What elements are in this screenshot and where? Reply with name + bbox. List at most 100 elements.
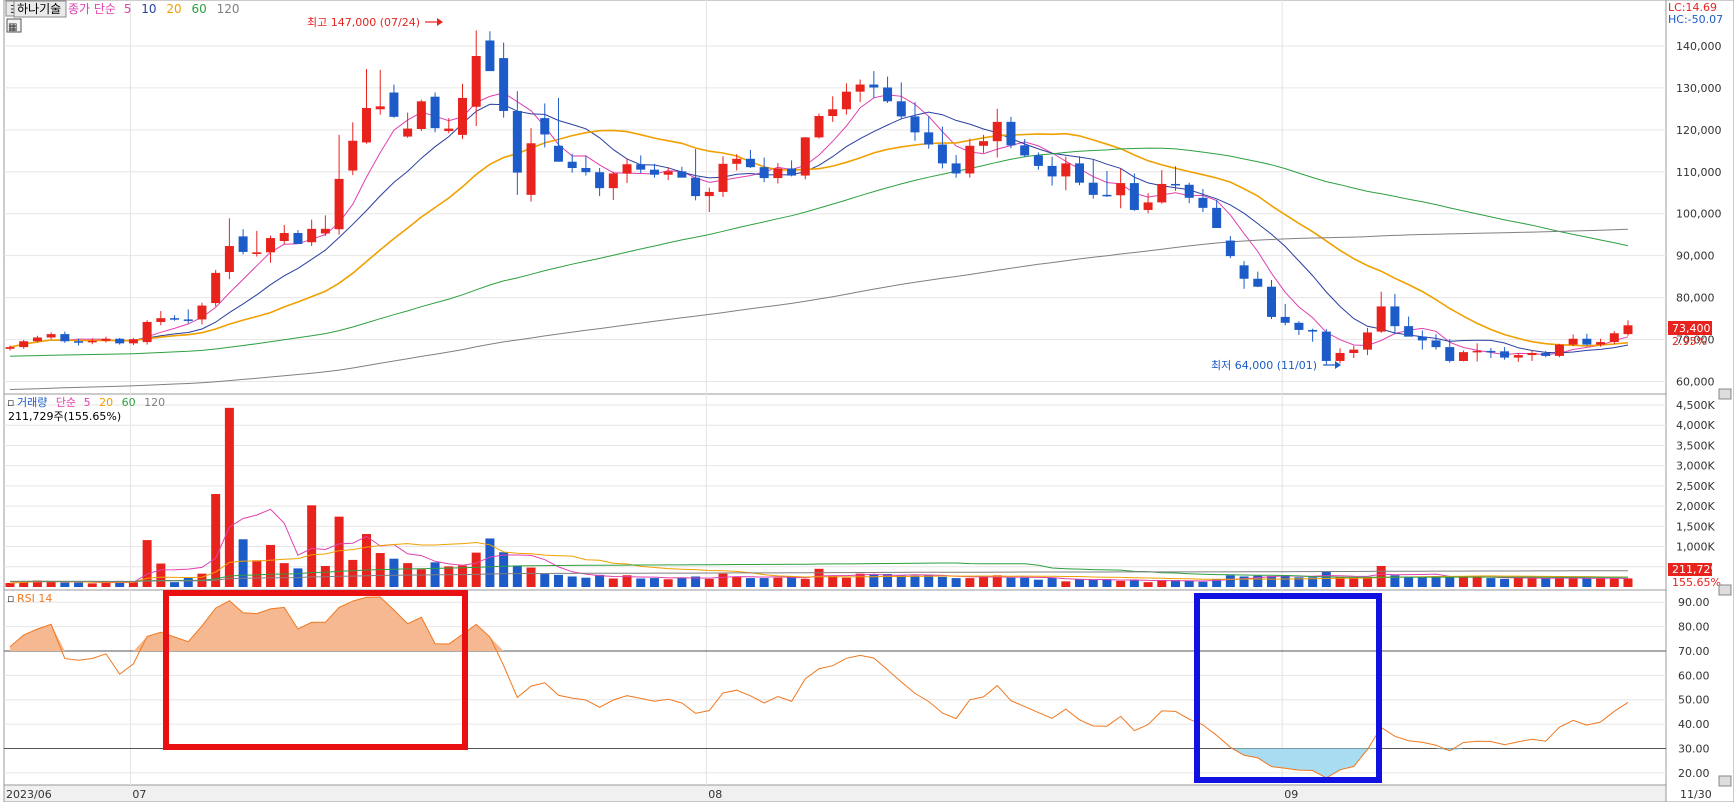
candle-body [156, 318, 166, 322]
candle-body [1458, 352, 1468, 361]
candle-body [1582, 338, 1592, 345]
price-panel [3, 0, 1667, 395]
volume-bar [19, 581, 29, 587]
volume-bar [183, 577, 193, 587]
high-annotation: 최고 147,000 (07/24) [307, 16, 420, 29]
volume-bar [759, 578, 769, 587]
candle-body [1472, 350, 1482, 353]
volume-panel [3, 393, 1667, 591]
candle-body [60, 334, 70, 342]
candle-body [540, 118, 550, 135]
annotation-arrows [425, 18, 1341, 369]
volume-bar [1568, 578, 1578, 587]
candle-body [1088, 182, 1098, 195]
volume-bar [828, 576, 838, 587]
candle-body [869, 84, 879, 88]
high-arrow-head [437, 18, 443, 26]
candle-body [745, 158, 755, 168]
price-tick-label: 140,000 [1676, 40, 1722, 53]
volume-bar [46, 581, 56, 587]
chart-tab-label: 하나기술 [17, 2, 61, 16]
volume-bar [773, 577, 783, 587]
volume-bar [389, 558, 399, 587]
volume-bar [540, 574, 550, 587]
last-volume-badge [1668, 563, 1712, 576]
candle-body [951, 163, 961, 174]
candle-body [1116, 183, 1126, 196]
candle-body [362, 108, 372, 143]
candle-body [1445, 347, 1455, 361]
volume-bar [1171, 580, 1181, 587]
candle-body [1500, 351, 1510, 358]
candle-body [1266, 286, 1276, 317]
candle-body [883, 87, 893, 102]
candle-body [965, 145, 975, 174]
candle-body [279, 233, 289, 241]
candle-body [732, 158, 742, 164]
volume-bar [74, 582, 84, 587]
price-tick-label: 80,000 [1676, 292, 1715, 305]
candle-body [937, 144, 947, 164]
volume-bar [1500, 578, 1510, 587]
month-label: 09 [1284, 788, 1298, 801]
bottom-resize-handle[interactable] [1718, 775, 1732, 787]
volume-bar [307, 505, 317, 587]
candle-body [718, 163, 728, 192]
volume-bar [924, 574, 934, 587]
volume-tick-label: 3,500K [1676, 439, 1715, 452]
volume-bar [704, 578, 714, 587]
rsi-resize-handle[interactable] [1718, 584, 1732, 596]
candle-body [1253, 278, 1263, 287]
volume-bar [1294, 577, 1304, 587]
low-annotation: 최저 64,000 (11/01) [1211, 359, 1317, 372]
volume-bar [1266, 576, 1276, 587]
volume-bar [677, 577, 687, 587]
volume-tick-label: 1,000K [1676, 541, 1715, 554]
volume-bar [334, 516, 344, 587]
candle-body [1047, 165, 1057, 177]
volume-bar [896, 575, 906, 587]
candle-body [293, 233, 303, 244]
hc-label: HC:-50.07 [1668, 13, 1723, 26]
volume-bar [567, 576, 577, 587]
candle-body [266, 238, 276, 253]
ma120-label: 120 [217, 2, 240, 16]
volume-bar [252, 560, 262, 587]
volume-bar [1321, 572, 1331, 587]
volume-bar [1033, 579, 1043, 587]
candle-body [1006, 121, 1016, 146]
candle-body [499, 58, 509, 111]
candle-body [1486, 350, 1496, 353]
candle-body [101, 338, 111, 341]
volume-bar [1554, 577, 1564, 587]
candle-body [773, 168, 783, 179]
table-icon[interactable] [6, 18, 22, 33]
candle-body [170, 318, 180, 320]
volume-bar [1445, 577, 1455, 587]
candle-body [622, 164, 632, 174]
volume-bar [1280, 575, 1290, 587]
candle-body [1225, 240, 1235, 257]
month-labels: 0708091011 [132, 788, 1298, 801]
last-price: 73,400 [1672, 322, 1711, 335]
candle-body [471, 56, 481, 107]
volume-bar [1404, 576, 1414, 587]
candle-body [1541, 352, 1551, 356]
vol-ma5-label: 5 [84, 396, 91, 409]
grid-lines [4, 0, 1666, 785]
volume-ma120-line [10, 570, 1628, 582]
volume-bar [1157, 580, 1167, 587]
candle-body [87, 340, 97, 343]
chart-tab[interactable] [13, 0, 67, 18]
volume-resize-handle[interactable] [1718, 388, 1732, 400]
candle-body [389, 92, 399, 117]
price-tick-label: 130,000 [1676, 82, 1722, 95]
volume-bar [1047, 577, 1057, 587]
rsi-tick-label: 60.00 [1678, 669, 1710, 682]
candle-body [348, 140, 358, 171]
candle-body [211, 272, 221, 304]
x-end-label: 11/30 [1680, 788, 1712, 801]
candle-body [403, 128, 413, 137]
candle-body [910, 116, 920, 133]
candle-body [1308, 329, 1318, 332]
